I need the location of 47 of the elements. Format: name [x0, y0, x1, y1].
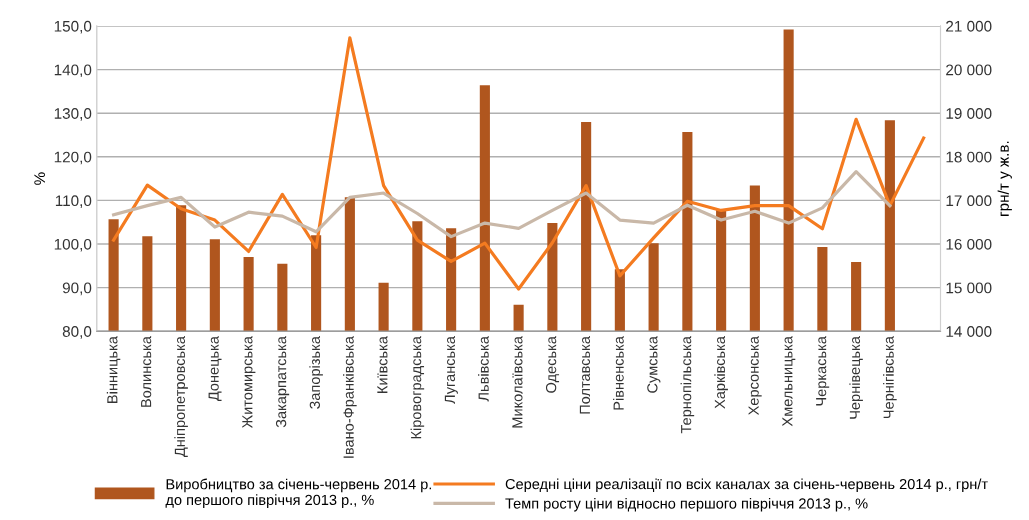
x-tick-label: Черкаська — [816, 336, 830, 406]
y2-tick-label: 20 000 — [946, 64, 992, 76]
x-tick-label: Волинська — [141, 336, 152, 407]
x-tick-label: Львівська — [478, 336, 489, 402]
y-tick-label: 80,0 — [62, 326, 92, 339]
y2-tick-label: 17 000 — [946, 195, 992, 207]
y2-tick-label: 15 000 — [946, 282, 992, 294]
x-tick-label: Київська — [377, 336, 388, 393]
x-tick-label: Донецька — [208, 336, 222, 402]
x-tick-label: Івано-Франківська — [343, 336, 357, 458]
y-tick-label: 150,0 — [54, 20, 92, 34]
y2-tick-label: 14 000 — [946, 326, 992, 337]
y-tick-label: 120,0 — [54, 151, 92, 165]
x-tick-label: Житомирська — [242, 336, 256, 429]
x-tick-label: Миколаївська — [512, 336, 523, 428]
y-axis-title: % — [34, 172, 45, 185]
x-tick-label: Рівненська — [613, 336, 624, 410]
x-tick-label: Закарпатська — [275, 336, 290, 428]
line-series — [112, 170, 892, 239]
x-tick-label: Вінницька — [106, 336, 121, 403]
y2-tick-label: 19 000 — [946, 108, 992, 119]
line-series — [112, 36, 926, 291]
x-tick-label: Хмельницька — [782, 336, 796, 427]
legend-label: Середні ціни реалізації по всіх каналах за січень-червень 2014 р., грн/т — [505, 478, 988, 493]
x-tick-label: Харківська — [714, 336, 728, 409]
x-tick-label: Чернівецька — [849, 336, 863, 419]
y2-tick-label: 21 000 — [946, 20, 992, 32]
legend-label: Темп росту ціни відносно першого півріччя 2013 р., % — [505, 497, 868, 512]
y2-axis-title: грн/т у ж.в. — [997, 141, 1012, 216]
y2-tick-label: 18 000 — [946, 151, 992, 163]
x-tick-label: Луганська — [444, 336, 458, 404]
y-tick-label: 140,0 — [54, 64, 92, 78]
x-tick-label: Сумська — [647, 336, 661, 393]
x-tick-label: Кіровоградська — [410, 336, 425, 439]
y-tick-label: 130,0 — [54, 108, 92, 121]
y-tick-label: 90,0 — [62, 282, 92, 296]
x-tick-label: Чернігівська — [883, 336, 897, 419]
legend-label: Виробництво за січень-червень 2014 р. до першого півріччя 2013 р., % — [165, 478, 432, 508]
x-tick-label: Херсонська — [748, 336, 762, 416]
y2-tick-label: 16 000 — [946, 238, 992, 250]
y-tick-label: 100,0 — [54, 238, 92, 252]
y-tick-label: 110,0 — [55, 195, 92, 208]
x-tick-label: Полтавська — [579, 336, 591, 414]
x-tick-label: Одеська — [545, 336, 560, 393]
x-tick-label: Тернопільська — [680, 336, 695, 434]
x-tick-label: Дніпропетровська — [174, 336, 188, 457]
x-tick-label: Запорізька — [309, 336, 323, 409]
